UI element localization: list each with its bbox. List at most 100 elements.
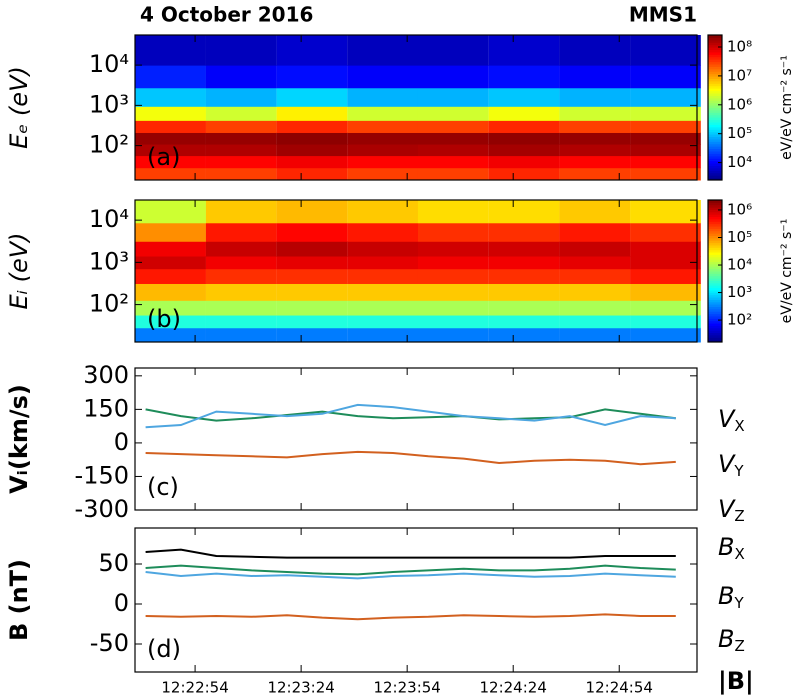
heatmap-cell [276,155,348,169]
colorbar-segment [708,85,722,89]
heatmap-cell [205,327,277,343]
y-tick-label: 10⁴ [89,50,129,78]
colorbar-segment [708,44,722,48]
legend-name: |B| [718,667,754,695]
heatmap-cell [417,120,489,133]
heatmap-cell [347,283,419,301]
colorbar-tick-label: 10⁵ [727,124,752,142]
colorbar-segment [708,136,722,140]
heatmap-cell [417,132,489,145]
heatmap-cell [205,200,277,224]
colorbar-segment [708,138,722,142]
heatmap-cell [205,268,277,284]
panel-label: (c) [147,473,179,501]
colorbar-segment [708,237,722,241]
heatmap-cell [559,167,631,181]
series-line [145,548,676,559]
heatmap-cell [559,65,631,89]
y-tick-label: 10⁴ [89,205,129,233]
heatmap-cell [417,256,489,270]
heatmap-cell [417,200,489,224]
colorbar-tick-label: 10³ [727,283,752,301]
colorbar-label: eV/eV cm⁻² s⁻¹ [779,219,795,324]
colorbar-segment [708,122,722,125]
y-tick-label: -300 [75,495,129,523]
colorbar-tick-label: 10⁴ [727,153,752,171]
heatmap-cell [630,315,701,329]
colorbar-segment [708,297,722,300]
heatmap-cell [347,315,419,329]
heatmap-cell [347,144,419,157]
colorbar-segment [708,78,722,82]
heatmap-cell [347,35,419,66]
colorbar-segment [708,143,722,147]
heatmap-cell [276,300,348,316]
heatmap-cell [417,106,489,121]
colorbar-segment [708,35,722,38]
colorbar-frame [707,199,723,343]
heatmap-cell [347,132,419,145]
heatmap-cell [135,315,206,329]
heatmap-cell [488,241,560,257]
colorbar-segment [708,68,722,72]
colorbar-segment [708,47,722,50]
heatmap-cell [347,222,419,242]
heatmap-cell [347,241,419,257]
colorbar-segment [708,334,722,338]
colorbar-segment [708,153,722,157]
heatmap-cell [347,327,419,343]
heatmap-cell [135,65,206,89]
heatmap-cell [205,144,277,157]
heatmap-cell [488,106,560,121]
heatmap-cell [417,315,489,329]
colorbar-segment [708,71,722,75]
series-line [145,564,676,576]
y-tick-label: 10³ [89,247,129,275]
colorbar-segment [708,64,722,67]
colorbar-segment [708,172,722,176]
series-line [145,571,676,580]
series-line [145,408,676,422]
colorbar-segment [708,209,722,213]
heatmap-cell [135,155,206,169]
heatmap-cell [205,283,277,301]
colorbar-segment [708,216,722,220]
colorbar-segment [708,235,722,239]
heatmap-cell [417,268,489,284]
heatmap-cell [347,256,419,270]
colorbar-segment [708,114,722,118]
colorbar-segment [708,306,722,310]
heatmap-cell [347,155,419,169]
heatmap-cell [135,241,206,257]
heatmap-cell [205,155,277,169]
colorbar-segment [708,252,722,255]
heatmap-cell [205,35,277,66]
colorbar-segment [708,59,722,63]
colorbar-segment [708,151,722,154]
y-tick-label: 10³ [89,90,129,118]
heatmap-cell [488,283,560,301]
colorbar-segment [708,214,722,218]
colorbar-segment [708,97,722,101]
heatmap-cell [488,144,560,157]
colorbar-segment [708,259,722,263]
colorbar-segment [708,202,722,206]
y-axis-label: Vᵢ(km/s) [5,384,33,494]
heatmap-cell [276,222,348,242]
colorbar-segment [708,249,722,253]
heatmap-cell [630,300,701,316]
colorbar-segment [708,93,722,96]
colorbar-segment [708,134,722,137]
heatmap-cell [630,327,701,343]
heatmap-cell [630,222,701,242]
colorbar-segment [708,311,722,315]
colorbar-segment [708,226,722,229]
heatmap-cell [559,155,631,169]
heatmap-cell [630,87,701,107]
colorbar-segment [708,299,722,303]
heatmap-cell [559,300,631,316]
colorbar-segment [708,37,722,41]
colorbar-tick-label: 10⁸ [727,37,752,55]
y-tick-label: 10² [89,131,129,159]
heatmap-cell [135,300,206,316]
